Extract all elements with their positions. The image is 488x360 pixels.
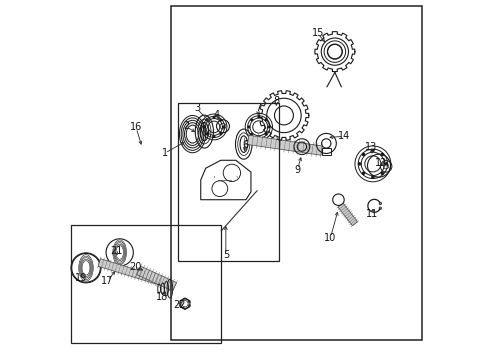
Polygon shape <box>337 203 357 226</box>
Circle shape <box>267 126 269 128</box>
Text: 12: 12 <box>374 158 387 168</box>
Bar <box>321 148 330 155</box>
Text: 22: 22 <box>173 300 185 310</box>
Polygon shape <box>98 259 161 285</box>
Circle shape <box>264 133 266 135</box>
Circle shape <box>213 136 214 137</box>
Circle shape <box>381 172 383 174</box>
Text: 3: 3 <box>194 103 200 113</box>
Circle shape <box>362 172 364 174</box>
Bar <box>70 225 221 343</box>
Text: 10: 10 <box>324 233 336 243</box>
Circle shape <box>220 120 221 121</box>
Bar <box>178 103 278 261</box>
Text: 8: 8 <box>272 96 279 106</box>
Text: 16: 16 <box>130 122 142 132</box>
Text: 21: 21 <box>110 246 122 256</box>
Bar <box>171 6 421 339</box>
Circle shape <box>381 153 383 156</box>
Circle shape <box>371 149 373 152</box>
Text: 2: 2 <box>183 121 189 131</box>
Circle shape <box>220 133 221 134</box>
Text: 7: 7 <box>254 103 261 113</box>
Text: 11: 11 <box>365 209 377 219</box>
Circle shape <box>258 116 259 118</box>
Text: 15: 15 <box>311 28 324 38</box>
Circle shape <box>250 133 252 135</box>
Text: 6: 6 <box>242 140 248 150</box>
Circle shape <box>206 133 207 134</box>
Text: 1: 1 <box>162 148 167 158</box>
Circle shape <box>384 163 386 165</box>
Circle shape <box>203 126 205 128</box>
Text: 18: 18 <box>156 292 168 302</box>
Text: 9: 9 <box>294 165 300 175</box>
Text: 19: 19 <box>75 273 87 283</box>
Text: 4: 4 <box>213 110 219 120</box>
Circle shape <box>264 119 266 121</box>
Circle shape <box>247 126 249 128</box>
Circle shape <box>358 163 360 165</box>
Circle shape <box>213 117 214 118</box>
Circle shape <box>371 176 373 178</box>
Text: 14: 14 <box>337 131 349 141</box>
Text: 13: 13 <box>364 142 376 152</box>
Circle shape <box>258 136 259 138</box>
Circle shape <box>362 153 364 156</box>
Circle shape <box>250 119 252 121</box>
Circle shape <box>223 126 224 128</box>
Polygon shape <box>247 135 322 155</box>
Text: 5: 5 <box>222 250 228 260</box>
Polygon shape <box>137 266 176 291</box>
Text: 20: 20 <box>129 262 141 272</box>
Text: 17: 17 <box>101 276 114 286</box>
Circle shape <box>206 120 207 121</box>
